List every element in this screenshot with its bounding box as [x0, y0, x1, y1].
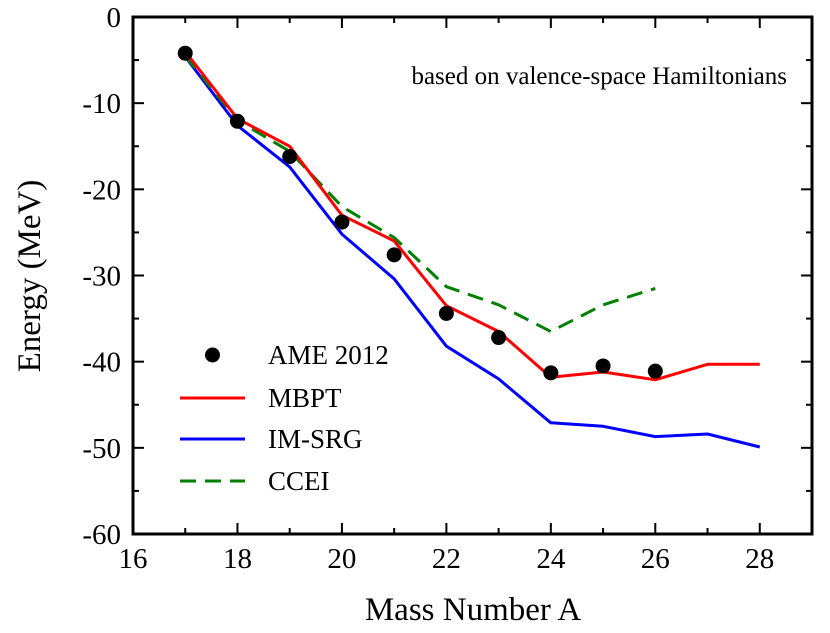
x-tick-label: 16 — [119, 543, 148, 575]
legend-marker-ame-2012 — [205, 347, 220, 363]
y-tick-label: -10 — [82, 88, 121, 120]
plot-series — [177, 45, 761, 449]
tick-labels: 16 18 20 22 24 26 28 0 -10 -20 -30 -40 -50 -60 — [82, 2, 774, 575]
y-tick-label: -40 — [82, 347, 121, 379]
series-line-ccei — [184, 54, 656, 333]
x-tick-label: 18 — [223, 543, 252, 575]
x-tick-label: 28 — [745, 543, 774, 575]
legend-label-ame-2012: AME 2012 — [268, 340, 389, 370]
series-line-mbpt — [184, 50, 760, 382]
annotation-text: based on valence-space Hamiltonians — [411, 63, 787, 90]
series-line-im-srg — [184, 55, 761, 449]
legend-label-im-srg: IM-SRG — [268, 424, 363, 454]
data-point-ame-2012 — [543, 365, 559, 381]
legend-label-ccei: CCEI — [268, 466, 330, 496]
x-tick-label: 24 — [536, 543, 566, 575]
y-tick-label: -60 — [82, 519, 121, 551]
x-tick-label: 20 — [327, 543, 356, 575]
x-tick-label: 22 — [432, 543, 461, 575]
legend: AME 2012 MBPT IM-SRG CCEI — [180, 340, 389, 496]
y-tick-label: 0 — [107, 2, 122, 34]
data-point-ame-2012 — [595, 358, 611, 374]
data-point-ame-2012 — [334, 214, 350, 230]
data-point-ame-2012 — [438, 305, 454, 321]
y-tick-label: -50 — [82, 433, 121, 465]
legend-label-mbpt: MBPT — [268, 383, 342, 413]
y-axis-title: Energy (MeV) — [12, 180, 48, 373]
x-axis-title: Mass Number A — [365, 592, 581, 628]
y-tick-label: -20 — [82, 174, 121, 206]
data-point-ame-2012 — [386, 247, 402, 263]
data-point-ame-2012 — [282, 149, 298, 165]
data-point-ame-2012 — [177, 45, 193, 61]
x-tick-label: 26 — [641, 543, 670, 575]
data-point-ame-2012 — [491, 330, 507, 346]
data-point-ame-2012 — [229, 113, 245, 129]
y-tick-label: -30 — [82, 261, 121, 293]
data-point-ame-2012 — [647, 363, 663, 379]
axis-ticks — [132, 16, 813, 535]
